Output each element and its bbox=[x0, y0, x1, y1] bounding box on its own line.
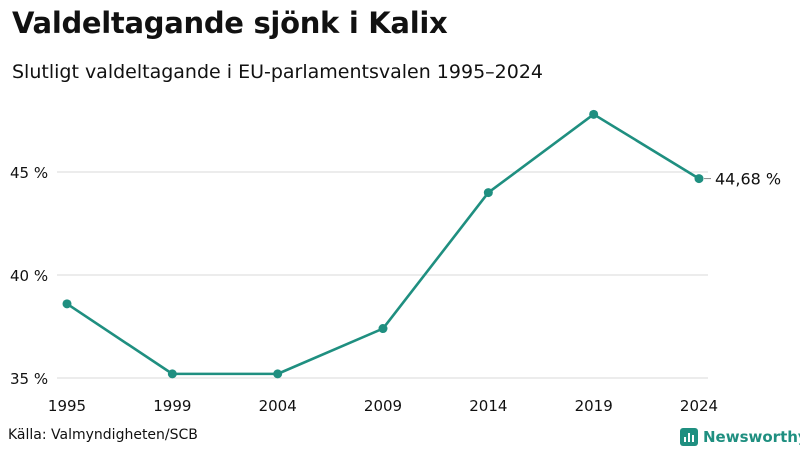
data-point[interactable] bbox=[589, 109, 599, 119]
chart-subtitle: Slutligt valdeltagande i EU-parlamentsva… bbox=[12, 61, 544, 83]
y-tick-label: 40 % bbox=[10, 267, 48, 285]
data-point[interactable] bbox=[167, 369, 177, 379]
x-tick-label: 1999 bbox=[153, 397, 191, 415]
y-tick-label: 45 % bbox=[10, 164, 48, 182]
chart-title: Valdeltagande sjönk i Kalix bbox=[12, 6, 448, 40]
y-tick-label: 35 % bbox=[10, 370, 48, 388]
data-point[interactable] bbox=[378, 324, 388, 334]
data-point[interactable] bbox=[273, 369, 283, 379]
series-line bbox=[65, 113, 701, 376]
source-note: Källa: Valmyndigheten/SCB bbox=[8, 427, 198, 443]
data-point[interactable] bbox=[62, 299, 72, 309]
x-tick-label: 2019 bbox=[575, 397, 613, 415]
x-tick-label: 2024 bbox=[680, 397, 718, 415]
x-tick-label: 2014 bbox=[469, 397, 507, 415]
x-tick-label: 2004 bbox=[259, 397, 297, 415]
data-point[interactable] bbox=[483, 188, 493, 198]
x-tick-label: 1995 bbox=[48, 397, 86, 415]
brand-name: Newsworthy bbox=[703, 428, 800, 446]
brand-logo[interactable]: Newsworthy bbox=[680, 425, 800, 449]
x-tick-label: 2009 bbox=[364, 397, 402, 415]
end-value-label: 44,68 % bbox=[715, 170, 781, 189]
bar-chart-logo-icon bbox=[680, 428, 698, 446]
data-point[interactable] bbox=[694, 174, 704, 184]
